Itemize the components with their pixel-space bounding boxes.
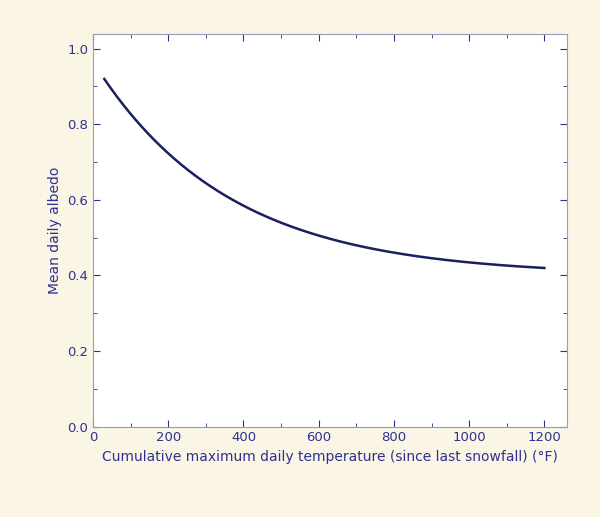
- Y-axis label: Mean daily albedo: Mean daily albedo: [47, 166, 62, 294]
- X-axis label: Cumulative maximum daily temperature (since last snowfall) (°F): Cumulative maximum daily temperature (si…: [102, 450, 558, 464]
